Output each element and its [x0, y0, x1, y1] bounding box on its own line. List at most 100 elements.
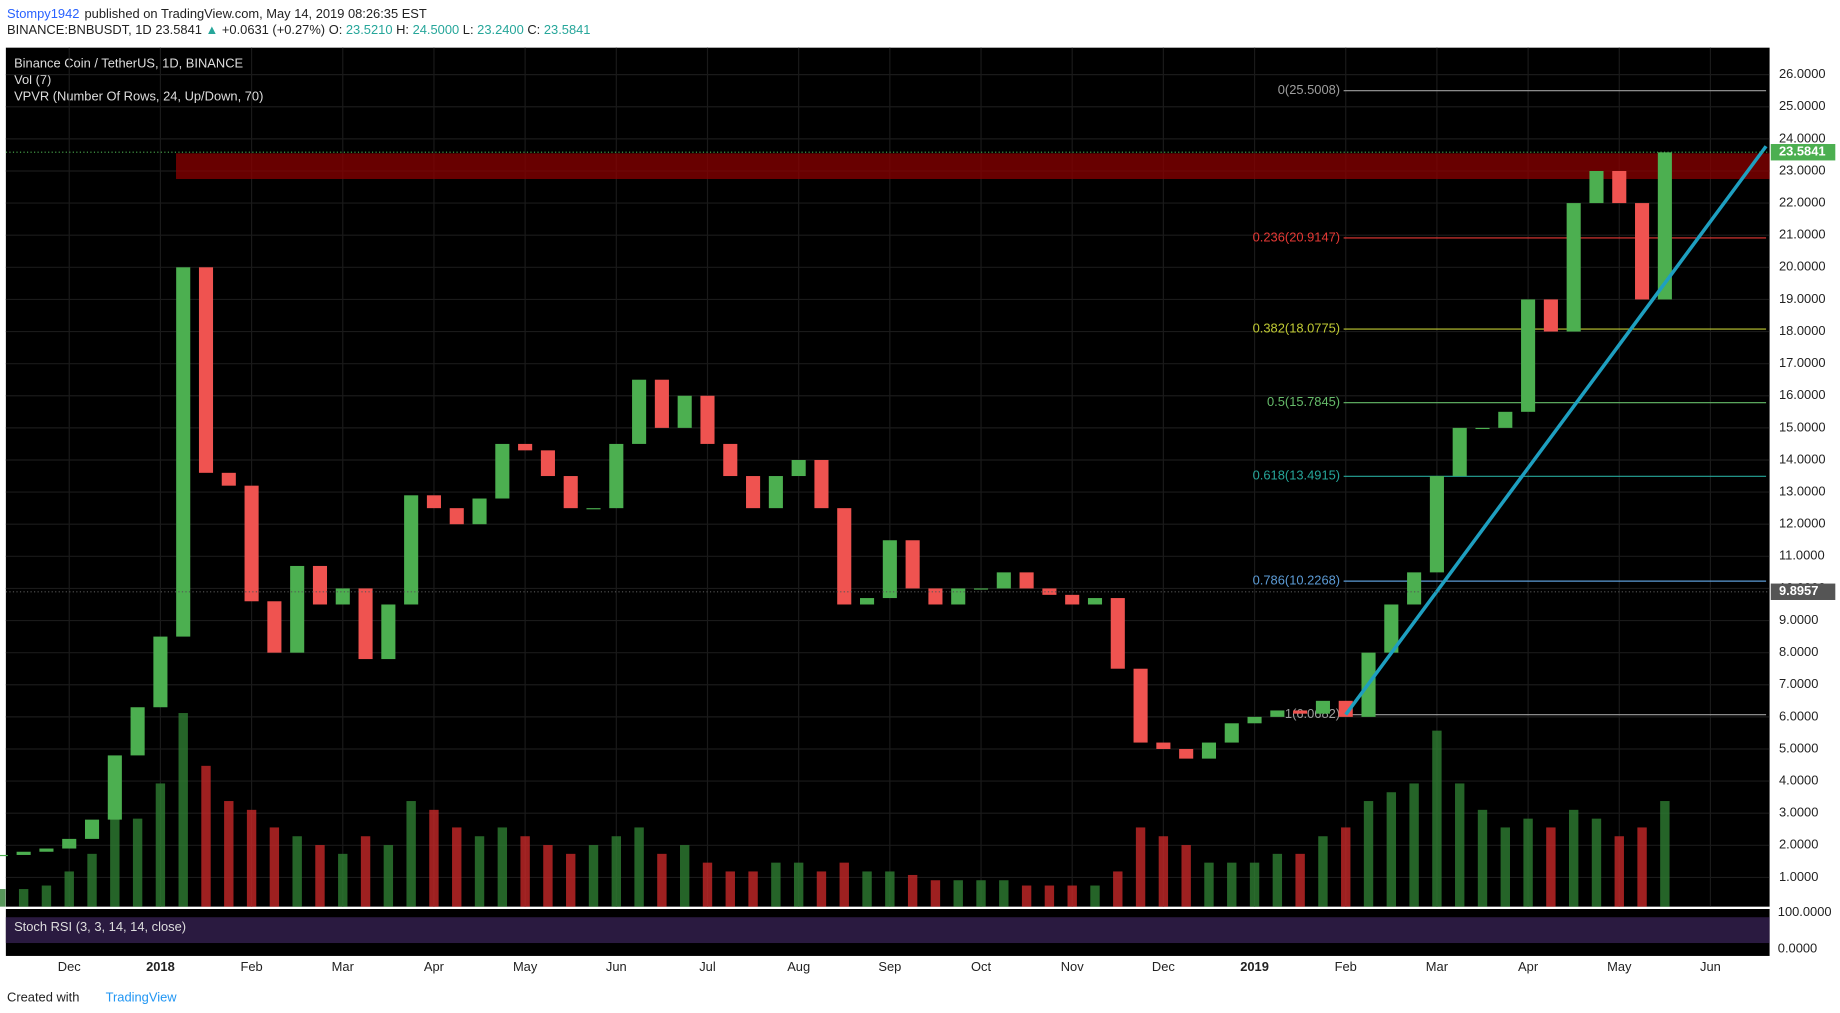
x-tick-label: May: [513, 959, 538, 974]
y-tick-label: 13.0000: [1779, 484, 1826, 499]
volume-bar: [566, 853, 576, 907]
y-tick-label: 7.0000: [1779, 676, 1818, 691]
price-tag-label: 23.5841: [1779, 144, 1826, 159]
ohlc-value: 23.2400: [477, 23, 524, 38]
y-tick-label: 11.0000: [1779, 548, 1825, 563]
candle: [1338, 700, 1353, 717]
volume-bar: [155, 783, 166, 907]
volume-bar: [452, 827, 462, 907]
x-tick-label: 2018: [146, 959, 175, 974]
symbol: BINANCE:BNBUSDT, 1D: [7, 23, 152, 38]
y-tick-label: 23.0000: [1779, 162, 1826, 177]
x-tick-label: 2019: [1240, 959, 1269, 974]
ohlc-value: 23.5210: [346, 23, 393, 38]
y-tick-label: 1.0000: [1779, 869, 1818, 884]
x-tick-label: Dec: [58, 959, 81, 974]
volume-bar: [87, 853, 97, 907]
candle: [677, 395, 692, 428]
legend-vpvr: VPVR (Number Of Rows, 24, Up/Down, 70): [14, 88, 263, 103]
candle: [1475, 427, 1490, 430]
candle: [632, 379, 647, 444]
volume-bar: [1523, 818, 1533, 907]
y-tick-label: 16.0000: [1779, 387, 1826, 402]
volume-bar: [907, 874, 918, 907]
volume-bar: [588, 845, 599, 907]
y-tick-label: 26.0000: [1779, 66, 1826, 81]
candle: [1201, 742, 1217, 759]
volume-bar: [1067, 885, 1077, 907]
candle: [837, 508, 852, 605]
volume-bar: [178, 713, 188, 907]
candle: [1270, 710, 1285, 717]
username[interactable]: Stompy1942: [7, 6, 79, 21]
volume-bar: [64, 871, 74, 907]
candle: [0, 854, 8, 857]
candle: [153, 636, 168, 708]
volume-bar: [0, 889, 6, 907]
y-tick-label: 8.0000: [1779, 644, 1818, 659]
y-tick-label: 25.0000: [1779, 98, 1826, 113]
candle: [723, 443, 738, 477]
volume-bar: [1455, 783, 1465, 907]
x-tick-label: Mar: [332, 959, 355, 974]
volume-bar: [41, 885, 52, 907]
volume-bar: [793, 862, 804, 907]
resistance-zone: [176, 153, 1770, 180]
volume-bar: [976, 880, 986, 907]
x-tick-label: May: [1607, 959, 1632, 974]
ohlc-key: O:: [329, 23, 343, 38]
candle: [1247, 716, 1262, 724]
candle: [1521, 299, 1536, 412]
candle: [267, 601, 282, 653]
footer-created: Created with: [7, 990, 79, 1005]
x-tick-label: Sep: [878, 959, 901, 974]
y-tick-label: 18.0000: [1779, 323, 1826, 338]
ohlc-key: H:: [396, 23, 409, 38]
candle: [928, 588, 943, 605]
candle: [1429, 476, 1444, 573]
y-tick-label: 14.0000: [1779, 451, 1826, 466]
candle: [1498, 411, 1513, 428]
volume-bar: [930, 880, 941, 907]
candle: [1384, 604, 1399, 653]
y-tick-label: 9.0000: [1779, 612, 1818, 627]
candle: [1657, 152, 1672, 300]
stoch-band: [5, 917, 1770, 944]
volume-bar: [246, 809, 257, 907]
candle: [973, 588, 989, 590]
ohlc-value: 23.5841: [544, 23, 591, 38]
volume-bar: [702, 862, 713, 907]
footer-brand[interactable]: TradingView: [106, 990, 178, 1005]
candle: [290, 565, 305, 653]
x-tick-label: Jun: [1700, 959, 1721, 974]
fib-label: 0.618(13.4915): [1253, 468, 1340, 483]
volume-bar: [1090, 885, 1100, 907]
candle: [1293, 710, 1308, 714]
fib-label: 0.236(20.9147): [1253, 229, 1340, 244]
volume-bar: [1113, 871, 1123, 907]
price-tag: [1770, 144, 1836, 161]
volume-bar: [839, 862, 849, 907]
candle: [404, 495, 419, 605]
change: +0.0631 (+0.27%): [222, 23, 325, 38]
candle: [814, 459, 829, 509]
volume-bar: [269, 827, 280, 907]
volume-bar: [953, 880, 963, 907]
volume-bar: [1432, 730, 1442, 907]
volume-bar: [315, 845, 325, 907]
volume-bar: [292, 836, 302, 907]
volume-bar: [679, 845, 690, 907]
ohlc-key: C:: [527, 23, 540, 38]
candle: [449, 508, 464, 525]
y-tick-label: 20.0000: [1779, 259, 1826, 274]
candle: [176, 267, 191, 637]
candle: [1315, 700, 1330, 714]
candle: [312, 565, 328, 605]
price-tag-label: 9.8957: [1779, 583, 1818, 598]
volume-bar: [999, 880, 1009, 907]
y-tick-label: 6.0000: [1779, 708, 1818, 723]
volume-bar: [1568, 809, 1579, 907]
candle: [335, 588, 350, 605]
candle: [700, 395, 715, 444]
candle: [1612, 170, 1627, 204]
